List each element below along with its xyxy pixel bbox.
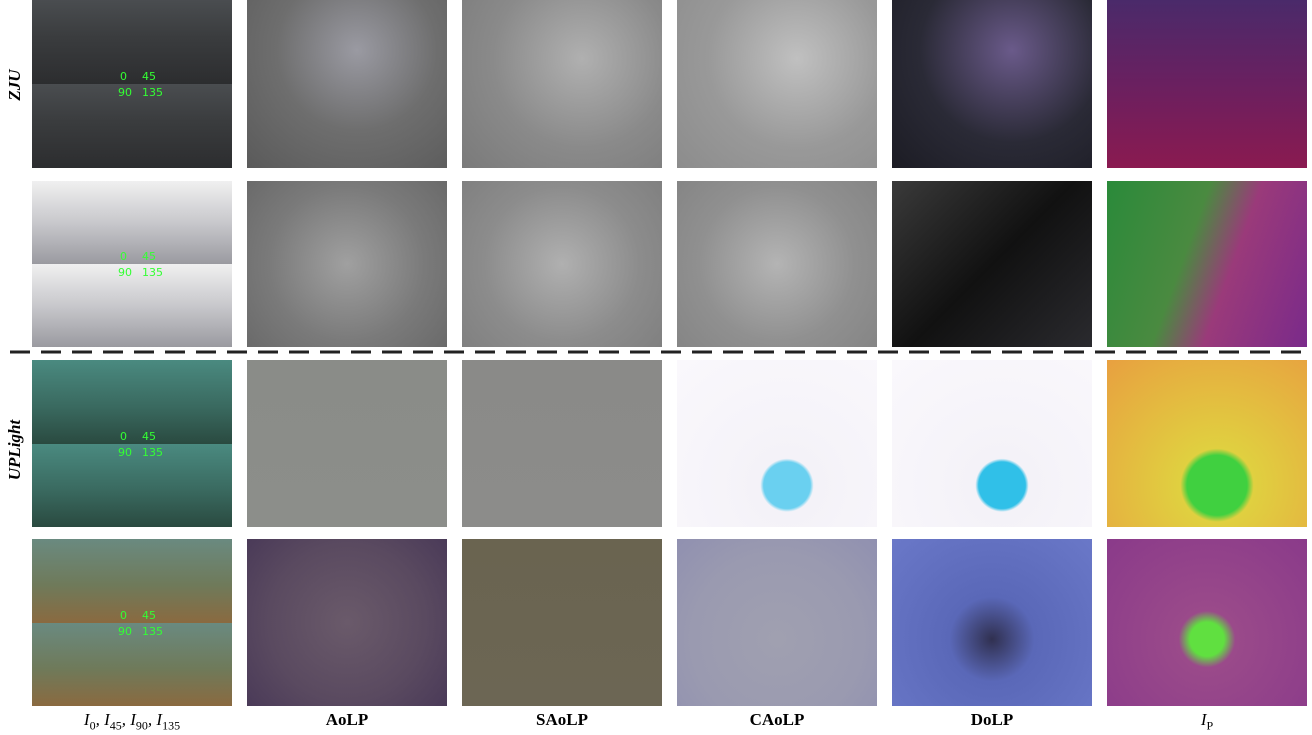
label-subscript: P [1206, 718, 1213, 732]
label-subscript: 45 [110, 718, 122, 732]
polar-image [892, 181, 1092, 347]
mosaic-quadrant [32, 360, 132, 444]
angle-label: 90 [118, 625, 132, 638]
polar-image [892, 0, 1092, 168]
polar-image [892, 539, 1092, 706]
polar-image [462, 360, 662, 527]
label-text: , I [96, 710, 110, 729]
angle-label: 45 [142, 609, 156, 622]
input-mosaic: 0 45 90 135 [32, 360, 232, 527]
polar-image [677, 360, 877, 527]
label-text: , I [148, 710, 162, 729]
angle-label: 0 [120, 430, 127, 443]
group-label: ZJU [5, 69, 25, 100]
polar-image [677, 539, 877, 706]
polar-image [247, 0, 447, 168]
polar-image [462, 539, 662, 706]
angle-label: 90 [118, 266, 132, 279]
label-text: , I [122, 710, 136, 729]
label-text: SAoLP [536, 710, 588, 729]
angle-label: 45 [142, 250, 156, 263]
column-label: SAoLP [462, 710, 662, 730]
label-text: DoLP [971, 710, 1014, 729]
polar-image [677, 181, 877, 347]
input-mosaic: 0 45 90 135 [32, 539, 232, 706]
column-label: CAoLP [677, 710, 877, 730]
polar-image [247, 181, 447, 347]
column-label: AoLP [247, 710, 447, 730]
mosaic-quadrant [32, 264, 132, 347]
angle-label: 135 [142, 86, 163, 99]
angle-label: 45 [142, 430, 156, 443]
polar-image [462, 181, 662, 347]
mosaic-quadrant [32, 181, 132, 264]
mosaic-quadrant [32, 84, 132, 168]
figure: 0 45 90 135 0 45 90 135 0 45 90 135 0 45 90 135 ZJU UPLig… [0, 0, 1312, 735]
input-mosaic: 0 45 90 135 [32, 0, 232, 168]
column-label: IP [1107, 710, 1307, 733]
column-label: I0, I45, I90, I135 [32, 710, 232, 733]
polar-image [1107, 0, 1307, 168]
angle-label: 135 [142, 625, 163, 638]
mosaic-quadrant [32, 0, 132, 84]
polar-image [892, 360, 1092, 527]
polar-image [247, 539, 447, 706]
angle-label: 45 [142, 70, 156, 83]
polar-image [1107, 360, 1307, 527]
polar-image [462, 0, 662, 168]
label-text: AoLP [326, 710, 369, 729]
label-subscript: 90 [136, 718, 148, 732]
polar-image [1107, 181, 1307, 347]
angle-label: 90 [118, 86, 132, 99]
polar-image [247, 360, 447, 527]
label-subscript: 135 [162, 718, 180, 732]
angle-label: 0 [120, 250, 127, 263]
group-label: UPLight [5, 420, 25, 480]
angle-label: 135 [142, 446, 163, 459]
polar-image [1107, 539, 1307, 706]
mosaic-quadrant [32, 444, 132, 528]
angle-label: 90 [118, 446, 132, 459]
mosaic-quadrant [32, 539, 132, 623]
polar-image [677, 0, 877, 168]
angle-label: 135 [142, 266, 163, 279]
angle-label: 0 [120, 609, 127, 622]
column-label: DoLP [892, 710, 1092, 730]
label-text: CAoLP [750, 710, 805, 729]
angle-label: 0 [120, 70, 127, 83]
input-mosaic: 0 45 90 135 [32, 181, 232, 347]
mosaic-quadrant [32, 623, 132, 707]
